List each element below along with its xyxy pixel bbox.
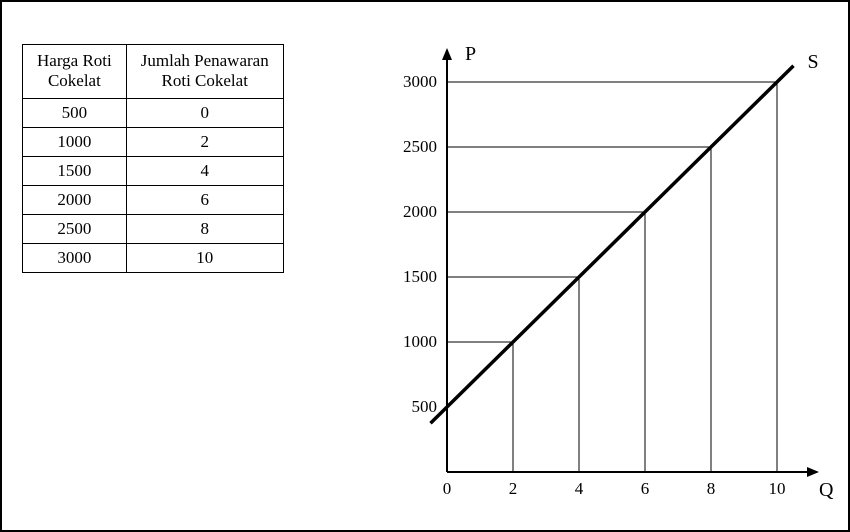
header-qty-line1: Jumlah Penawaran [141,51,269,70]
x-axis-arrow [807,467,819,477]
x-tick-label: 4 [575,479,584,498]
header-price-line2: Cokelat [48,71,101,90]
header-qty-line2: Roti Cokelat [162,71,248,90]
y-tick-label: 2500 [403,137,437,156]
header-price-line1: Harga Roti [37,51,112,70]
cell-price: 1500 [23,156,127,185]
cell-price: 1000 [23,127,127,156]
y-tick-label: 1000 [403,332,437,351]
cell-qty: 2 [126,127,283,156]
table-row: 20006 [23,185,284,214]
table-header-qty: Jumlah Penawaran Roti Cokelat [126,45,283,99]
cell-price: 2000 [23,185,127,214]
y-axis-arrow [442,48,452,60]
table-row: 15004 [23,156,284,185]
table-header-price: Harga Roti Cokelat [23,45,127,99]
x-tick-label: 8 [707,479,716,498]
cell-qty: 0 [126,98,283,127]
y-tick-label: 2000 [403,202,437,221]
y-tick-label: 1500 [403,267,437,286]
cell-qty: 6 [126,185,283,214]
y-axis-label: P [465,43,476,65]
cell-qty: 4 [126,156,283,185]
cell-qty: 10 [126,243,283,272]
x-axis-label: Q [819,479,834,501]
figure-frame: Harga Roti Cokelat Jumlah Penawaran Roti… [0,0,850,532]
table-row: 25008 [23,214,284,243]
cell-price: 2500 [23,214,127,243]
table-row: 5000 [23,98,284,127]
supply-table: Harga Roti Cokelat Jumlah Penawaran Roti… [22,44,284,273]
chart-svg: 500 1000 1500 2000 2500 3000 0 2 4 6 8 10 P Q S [377,32,837,512]
cell-price: 500 [23,98,127,127]
x-tick-label: 0 [443,479,452,498]
x-tick-label: 2 [509,479,518,498]
x-tick-label: 6 [641,479,650,498]
y-tick-label: 500 [412,397,438,416]
x-tick-label: 10 [769,479,786,498]
table-body: 500010002150042000625008300010 [23,98,284,272]
supply-line [431,66,794,424]
y-tick-label: 3000 [403,72,437,91]
table-row: 300010 [23,243,284,272]
cell-qty: 8 [126,214,283,243]
supply-chart: 500 1000 1500 2000 2500 3000 0 2 4 6 8 10 P Q S [377,32,837,512]
table-row: 10002 [23,127,284,156]
table-header-row: Harga Roti Cokelat Jumlah Penawaran Roti… [23,45,284,99]
cell-price: 3000 [23,243,127,272]
supply-curve-label: S [808,51,819,73]
